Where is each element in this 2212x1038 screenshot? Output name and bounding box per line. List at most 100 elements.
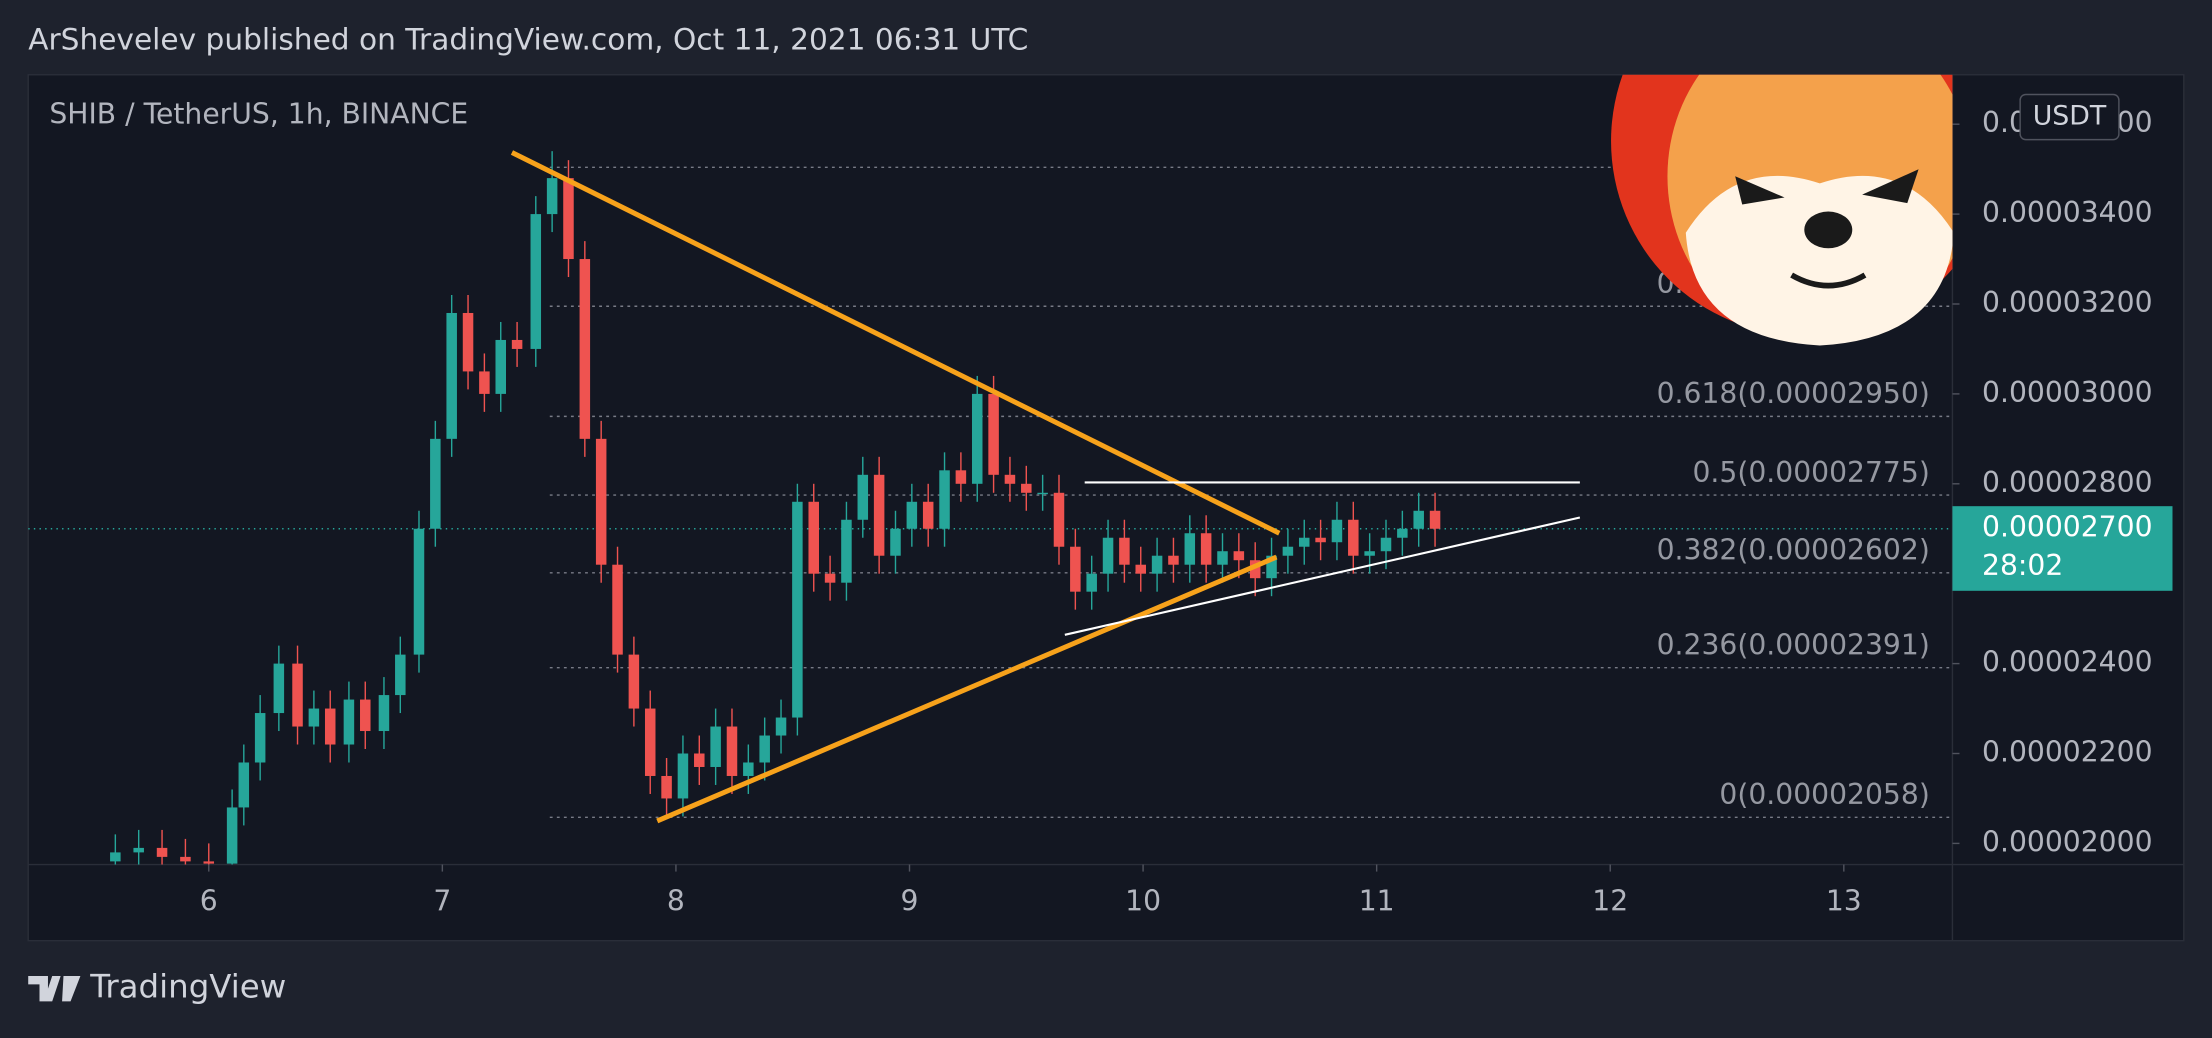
candle-body <box>180 856 191 862</box>
x-tick-label: 7 <box>433 885 451 918</box>
x-tick-label: 6 <box>200 885 218 918</box>
x-tick-label: 8 <box>667 885 685 918</box>
candle-body <box>546 178 558 215</box>
candle-body <box>395 654 406 696</box>
currency-badge <box>2019 93 2120 141</box>
candle-body <box>1364 551 1375 556</box>
y-tick-label: 0.00003200 <box>1982 286 2152 319</box>
last-price-label: 0.00002700 <box>1982 511 2152 544</box>
candle-body <box>1151 555 1163 574</box>
trend-line <box>1064 516 1581 636</box>
candle-body <box>612 564 623 655</box>
candle-body <box>495 339 506 394</box>
candle-body <box>324 708 336 745</box>
candle-body <box>677 753 689 799</box>
candle-body <box>694 753 705 767</box>
candle-body <box>841 519 852 583</box>
candle-body <box>292 663 303 727</box>
x-tick-label: 11 <box>1359 885 1395 918</box>
candle-body <box>922 501 934 529</box>
candle-body <box>343 699 355 745</box>
last-price-badge <box>1952 506 2173 591</box>
candle-body <box>563 178 574 260</box>
shib-logo <box>1611 74 1953 346</box>
footer-logo <box>28 975 81 1002</box>
candle-body <box>254 713 266 763</box>
y-tick-label: 0.00003000 <box>1982 376 2152 409</box>
trend-line <box>510 150 1281 536</box>
candle-body <box>628 654 640 709</box>
candle-body <box>939 470 950 529</box>
fib-label: 0(0.00002058) <box>1719 778 1929 811</box>
candle-body <box>1168 555 1179 565</box>
candle-body <box>479 371 490 394</box>
candle-body <box>203 861 215 864</box>
candle-body <box>1380 537 1392 552</box>
candle-body <box>1102 537 1114 574</box>
candle-body <box>661 775 672 799</box>
candle-body <box>308 708 320 727</box>
candle-body <box>238 762 250 808</box>
candle-body <box>1413 510 1424 529</box>
candle-body <box>1070 546 1081 592</box>
candle-body <box>1119 537 1130 565</box>
candle-body <box>110 852 121 862</box>
candle-body <box>1184 533 1196 565</box>
candle-body <box>824 573 836 583</box>
candle-body <box>595 438 607 565</box>
candle-body <box>1217 551 1228 565</box>
candle-body <box>775 717 787 736</box>
countdown-label: 28:02 <box>1982 549 2063 582</box>
candle-body <box>579 259 591 439</box>
candle-body <box>360 699 371 732</box>
candle-body <box>1200 533 1212 565</box>
candle-body <box>792 501 803 718</box>
candle-body <box>430 438 441 529</box>
candle-body <box>1086 573 1097 592</box>
candle-body <box>808 501 819 574</box>
candle-body <box>511 339 523 349</box>
candle-body <box>726 726 738 776</box>
candle-body <box>462 312 474 372</box>
candle-body <box>530 214 542 349</box>
candle-body <box>1037 492 1048 495</box>
candle-body <box>1397 528 1408 538</box>
candle-body <box>971 393 983 484</box>
candle-body <box>1053 492 1065 547</box>
candle-body <box>759 735 770 763</box>
x-tick-label: 9 <box>901 885 919 918</box>
candle-body <box>1266 555 1277 579</box>
header: ArShevelev published on TradingView.com,… <box>28 22 1028 56</box>
candle-body <box>1429 510 1441 529</box>
candle-body <box>1004 474 1016 484</box>
candle-body <box>955 470 967 484</box>
candle-body <box>873 474 885 556</box>
candle-body <box>1021 483 1032 493</box>
fib-label: 0.618(0.00002950) <box>1657 377 1930 410</box>
candle-body <box>1249 560 1261 579</box>
x-tick-label: 12 <box>1592 885 1628 918</box>
candle-body <box>906 501 918 529</box>
candle-body <box>743 762 754 776</box>
candle-body <box>378 695 390 732</box>
candle-body <box>1315 537 1326 543</box>
candle-body <box>644 708 656 776</box>
candle-body <box>1331 519 1343 543</box>
candle-body <box>1298 537 1310 547</box>
candle-body <box>273 663 285 714</box>
footer: TradingView <box>89 968 286 1006</box>
fib-label: 0.236(0.00002391) <box>1657 628 1930 661</box>
candle-body <box>1282 546 1294 556</box>
candle-body <box>226 807 238 864</box>
candle-body <box>1348 519 1359 556</box>
candle-body <box>857 474 869 520</box>
candle-body <box>710 726 721 767</box>
candle-body <box>413 528 425 655</box>
fib-label: 0.5(0.00002775) <box>1692 456 1929 489</box>
candle-body <box>156 847 168 857</box>
candle-body <box>133 847 144 853</box>
y-tick-label: 0.00002800 <box>1982 466 2152 499</box>
fib-label: 0.382(0.00002602) <box>1657 534 1930 567</box>
